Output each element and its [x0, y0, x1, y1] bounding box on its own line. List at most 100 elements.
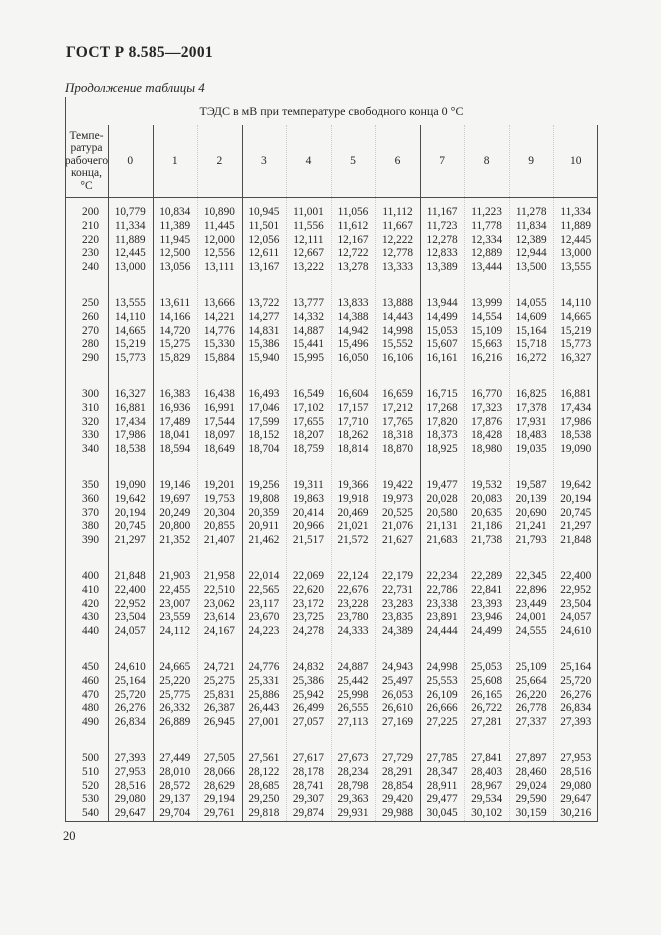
- emf-value-cell: 25,275: [203, 674, 235, 687]
- temperature-cell: 230: [82, 247, 99, 260]
- emf-value-cell: 12,111: [293, 233, 324, 246]
- emf-value-cell: 26,053: [382, 688, 414, 701]
- column-header: 4: [305, 155, 312, 167]
- emf-value-cell: 10,834: [159, 206, 191, 218]
- emf-value-cell: 14,720: [159, 324, 191, 337]
- emf-value-cell: 19,642: [560, 478, 592, 491]
- temperature-cell: 430: [82, 611, 99, 624]
- emf-value-cell: 28,516: [560, 765, 592, 778]
- page-number: 20: [63, 829, 76, 843]
- emf-value-cell: 22,731: [382, 583, 414, 596]
- emf-value-cell: 26,387: [203, 702, 235, 715]
- emf-value-cell: 11,334: [114, 219, 146, 232]
- emf-value-cell: 22,455: [159, 583, 191, 596]
- emf-value-cell: 21,021: [337, 520, 369, 533]
- emf-value-cell: 26,499: [292, 702, 324, 715]
- emf-value-cell: 13,000: [560, 247, 592, 260]
- emf-value-cell: 29,818: [248, 807, 280, 820]
- emf-value-cell: 18,428: [471, 429, 503, 442]
- emf-value-cell: 12,278: [426, 233, 458, 246]
- emf-value-cell: 27,169: [382, 716, 414, 729]
- emf-value-cell: 22,014: [248, 569, 280, 582]
- emf-value-cell: 20,966: [292, 520, 324, 533]
- emf-value-cell: 17,710: [337, 415, 369, 428]
- emf-value-cell: 28,460: [515, 765, 547, 778]
- emf-value-cell: 26,610: [382, 702, 414, 715]
- emf-value-cell: 18,538: [560, 429, 592, 442]
- emf-value-cell: 12,833: [426, 247, 458, 260]
- table-row: 250 13,555 13,611 13,666 13,722 13,777 13,833 1…: [65, 297, 598, 311]
- table-row: 350 19,090 19,146 19,201 19,256 19,311 19,366 1…: [65, 479, 598, 493]
- emf-value-cell: 16,770: [471, 387, 503, 400]
- emf-value-cell: 28,347: [426, 765, 458, 778]
- temperature-cell: 500: [82, 751, 99, 764]
- emf-value-cell: 23,559: [159, 611, 191, 624]
- emf-value-cell: 24,721: [203, 660, 235, 673]
- emf-value-cell: 24,499: [471, 625, 503, 638]
- emf-value-cell: 18,152: [248, 429, 280, 442]
- column-header: 2: [216, 155, 223, 167]
- emf-value-cell: 13,278: [337, 261, 369, 274]
- emf-value-cell: 21,572: [337, 534, 369, 547]
- emf-value-cell: 18,814: [337, 443, 369, 456]
- emf-value-cell: 24,610: [114, 660, 146, 673]
- emf-value-cell: 19,477: [426, 478, 458, 491]
- emf-value-cell: 21,738: [471, 534, 503, 547]
- emf-value-cell: 22,069: [292, 569, 324, 582]
- emf-value-cell: 15,607: [426, 338, 458, 351]
- emf-value-cell: 28,967: [471, 779, 503, 792]
- emf-value-cell: 18,649: [203, 443, 235, 456]
- emf-value-cell: 23,283: [382, 597, 414, 610]
- table-row: 270 14,665 14,720 14,776 14,831 14,887 14,942 1…: [65, 325, 598, 339]
- emf-value-cell: 11,889: [560, 219, 592, 232]
- temperature-cell: 410: [82, 583, 99, 596]
- emf-value-cell: 15,219: [114, 338, 146, 351]
- emf-value-cell: 15,995: [292, 352, 324, 365]
- emf-value-cell: 27,617: [292, 751, 324, 764]
- emf-value-cell: 28,178: [292, 765, 324, 778]
- emf-value-cell: 24,998: [426, 660, 458, 673]
- emf-value-cell: 23,725: [292, 611, 324, 624]
- temperature-cell: 290: [82, 352, 99, 365]
- table-row: 260 14,110 14,166 14,221 14,277 14,332 14,388 1…: [65, 311, 598, 325]
- temperature-cell: 260: [82, 310, 99, 323]
- emf-value-cell: 26,165: [471, 688, 503, 701]
- table-row: 530 29,080 29,137 29,194 29,250 29,307 29,363 2…: [65, 793, 598, 807]
- emf-value-cell: 29,080: [560, 779, 592, 792]
- emf-value-cell: 11,556: [293, 219, 324, 232]
- emf-value-cell: 13,833: [337, 296, 369, 309]
- emf-value-cell: 24,665: [159, 660, 191, 673]
- emf-value-cell: 13,888: [382, 296, 414, 309]
- emf-value-cell: 21,297: [560, 520, 592, 533]
- emf-value-cell: 12,445: [560, 233, 592, 246]
- emf-value-cell: 18,538: [114, 443, 146, 456]
- table-row: 490 26,834 26,889 26,945 27,001 27,057 27,113 2…: [65, 716, 598, 730]
- emf-value-cell: 25,886: [248, 688, 280, 701]
- emf-value-cell: 17,599: [248, 415, 280, 428]
- temperature-cell: 310: [82, 401, 99, 414]
- emf-value-cell: 23,670: [248, 611, 280, 624]
- emf-value-cell: 16,825: [515, 387, 547, 400]
- table-row: 500 27,393 27,449 27,505 27,561 27,617 27,673 2…: [65, 752, 598, 766]
- table-row: 300 16,327 16,383 16,438 16,493 16,549 16,604 1…: [65, 388, 598, 402]
- emf-value-cell: 14,166: [159, 310, 191, 323]
- emf-value-cell: 11,723: [426, 219, 458, 232]
- emf-value-cell: 14,221: [203, 310, 235, 323]
- table-rule-vertical: [65, 97, 66, 821]
- temperature-cell: 490: [82, 716, 99, 729]
- emf-value-cell: 12,611: [248, 247, 280, 260]
- emf-value-cell: 24,057: [114, 625, 146, 638]
- emf-value-cell: 26,276: [114, 702, 146, 715]
- table-row: 240 13,000 13,056 13,111 13,167 13,222 13,278 1…: [65, 261, 598, 275]
- emf-value-cell: 25,608: [471, 674, 503, 687]
- temperature-cell: 240: [82, 261, 99, 274]
- emf-value-cell: 15,829: [159, 352, 191, 365]
- emf-value-cell: 20,194: [560, 492, 592, 505]
- emf-value-cell: 20,469: [337, 506, 369, 519]
- emf-value-cell: 15,773: [560, 338, 592, 351]
- emf-value-cell: 12,722: [337, 247, 369, 260]
- emf-value-cell: 11,389: [159, 219, 191, 232]
- emf-value-cell: 21,793: [515, 534, 547, 547]
- emf-value-cell: 12,334: [471, 233, 503, 246]
- emf-value-cell: 30,045: [426, 807, 458, 820]
